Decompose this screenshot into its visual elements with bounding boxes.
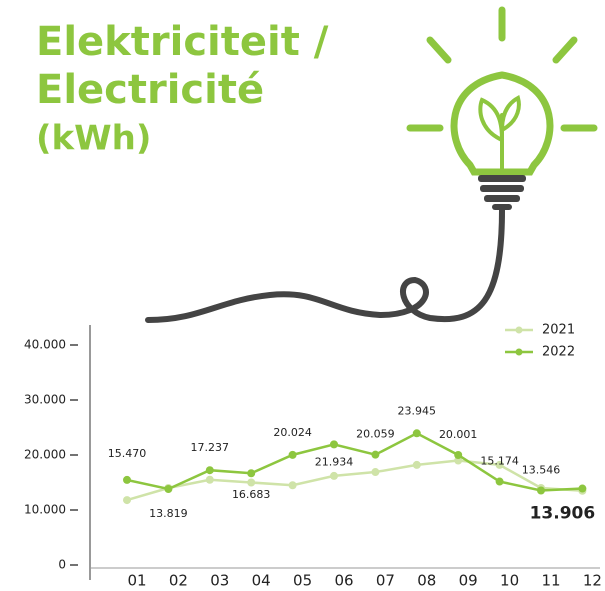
- data-point: [371, 468, 380, 477]
- unit-label: (kWh): [36, 119, 151, 159]
- data-label: 13.906: [530, 504, 596, 524]
- x-tick-label: 06: [334, 572, 353, 590]
- chart-subtitle: Electricité: [36, 67, 264, 113]
- y-tick-label: 10.000: [24, 503, 66, 517]
- data-point: [495, 460, 504, 469]
- data-label: 13.819: [149, 507, 188, 520]
- data-point: [205, 475, 214, 484]
- bulb-base: [478, 175, 526, 210]
- data-label: 20.001: [439, 428, 478, 441]
- legend-marker: [515, 348, 523, 356]
- data-label: 15.470: [108, 447, 147, 460]
- x-tick-label: 11: [541, 572, 560, 590]
- legend-label: 2022: [542, 345, 575, 360]
- series-line: [126, 459, 583, 502]
- legend-label: 2021: [542, 323, 575, 338]
- x-tick-label: 09: [459, 572, 478, 590]
- data-point: [578, 484, 587, 493]
- bulb-illustration: [406, 6, 598, 176]
- data-label: 23.945: [398, 404, 437, 417]
- data-point: [247, 469, 256, 478]
- cord: [145, 207, 505, 323]
- data-point: [247, 478, 256, 487]
- x-tick-label: 04: [252, 572, 271, 590]
- data-point: [537, 486, 545, 495]
- legend-marker: [515, 326, 523, 334]
- x-tick-label: 08: [417, 572, 436, 590]
- data-point: [288, 481, 297, 490]
- x-tick-label: 02: [169, 572, 188, 590]
- data-point: [412, 460, 421, 469]
- x-tick-label: 05: [293, 572, 312, 590]
- x-tick-label: 07: [376, 572, 395, 590]
- x-tick-label: 03: [210, 572, 229, 590]
- data-point: [330, 440, 338, 449]
- data-label: 15.174: [480, 455, 519, 468]
- data-label: 13.546: [522, 463, 561, 476]
- data-point: [454, 456, 463, 465]
- series-line: [126, 431, 583, 492]
- data-point: [123, 475, 131, 484]
- data-point: [412, 429, 421, 438]
- data-point: [164, 484, 173, 493]
- x-tick-label: 01: [127, 572, 146, 590]
- data-label: 20.024: [273, 426, 312, 439]
- x-tick-label: 12: [583, 572, 602, 590]
- y-tick-label: 30.000: [24, 393, 66, 407]
- y-tick-label: 20.000: [24, 448, 66, 462]
- data-label: 17.237: [191, 441, 230, 454]
- data-label: 20.059: [356, 428, 395, 441]
- data-point: [371, 450, 380, 459]
- data-point: [495, 477, 504, 486]
- data-point: [205, 466, 214, 475]
- data-point: [288, 450, 297, 459]
- y-tick-label: 0: [58, 558, 66, 572]
- y-tick-label: 40.000: [24, 338, 66, 352]
- data-label: 21.934: [315, 455, 354, 468]
- data-point: [454, 450, 463, 459]
- x-tick-label: 10: [500, 572, 519, 590]
- data-point: [330, 471, 338, 480]
- chart-title: Elektriciteit /: [36, 19, 329, 65]
- data-point: [123, 496, 131, 505]
- data-label: 16.683: [232, 488, 271, 501]
